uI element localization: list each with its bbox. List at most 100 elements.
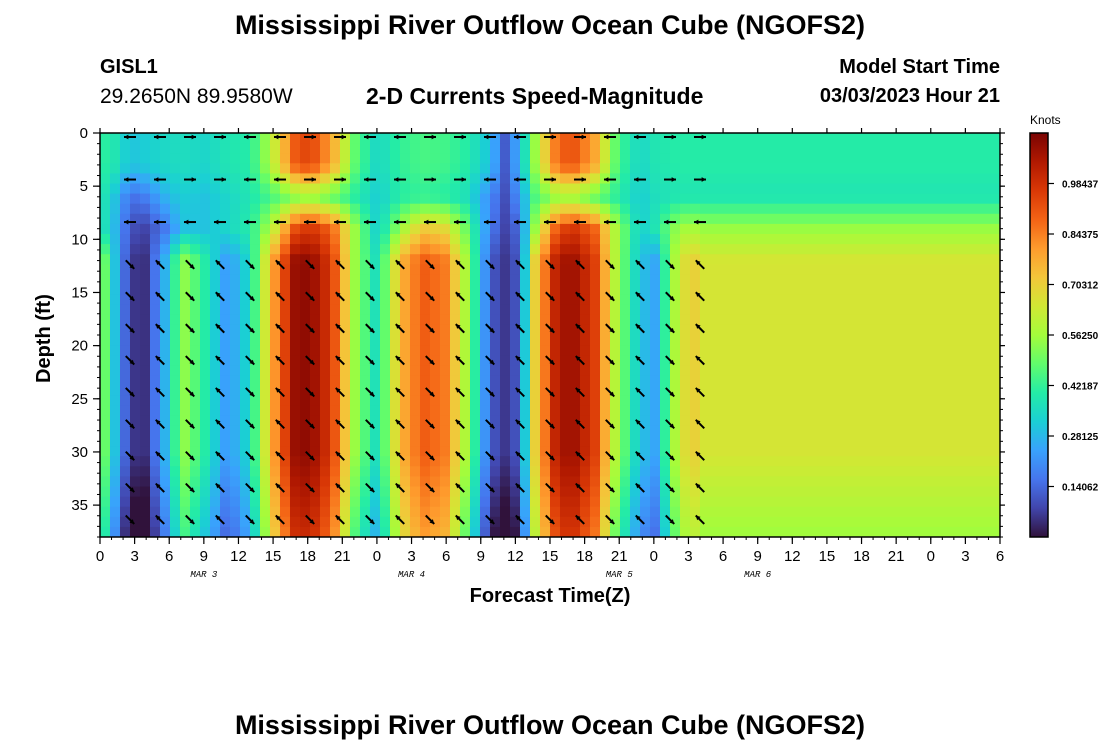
heatmap-cell <box>400 506 411 518</box>
heatmap-cell <box>260 526 271 537</box>
heatmap-cell <box>640 314 651 326</box>
heatmap-cell <box>150 486 161 498</box>
heatmap-cell <box>500 294 511 306</box>
current-arrow <box>365 387 375 398</box>
heatmap-cell <box>800 345 811 356</box>
heatmap-cell <box>700 324 711 336</box>
current-arrow <box>665 259 675 270</box>
heatmap-cell <box>860 405 871 417</box>
current-arrow <box>485 355 495 366</box>
heatmap-cell <box>740 213 751 225</box>
heatmap-cell <box>400 345 411 356</box>
heatmap-cell <box>330 133 341 144</box>
heatmap-cell <box>570 314 581 326</box>
heatmap-cell <box>870 395 881 407</box>
heatmap-cell <box>260 274 271 286</box>
current-arrow <box>635 387 645 398</box>
heatmap-cell <box>610 446 621 457</box>
heatmap-cell <box>310 476 321 488</box>
heatmap-cell <box>320 173 331 185</box>
heatmap-cell <box>470 365 481 376</box>
heatmap-cell <box>180 213 191 225</box>
heatmap-cell <box>280 143 291 154</box>
heatmap-cell <box>120 355 131 366</box>
current-arrow <box>575 419 585 430</box>
heatmap-cell <box>950 254 961 265</box>
heatmap-cell <box>730 395 741 407</box>
heatmap-cell <box>820 324 831 336</box>
heatmap-cell <box>290 486 301 498</box>
heatmap-cell <box>440 476 451 488</box>
heatmap-cell <box>640 486 651 498</box>
heatmap-cell <box>330 274 341 286</box>
heatmap-cell <box>900 365 911 376</box>
heatmap-cell <box>260 133 271 144</box>
heatmap-cell <box>250 234 261 245</box>
heatmap-cell <box>890 496 901 508</box>
current-arrow <box>695 450 705 461</box>
heatmap-cell <box>250 425 261 437</box>
heatmap-cell <box>670 365 681 376</box>
heatmap-cell <box>780 345 791 356</box>
heatmap-cell <box>130 355 141 366</box>
heatmap-cell <box>550 415 561 427</box>
heatmap-cell <box>190 133 201 144</box>
heatmap-cell <box>670 395 681 407</box>
heatmap-cell <box>310 375 321 387</box>
heatmap-cell <box>900 264 911 275</box>
heatmap-cell <box>120 496 131 508</box>
heatmap-cell <box>520 213 531 225</box>
current-arrow <box>605 259 615 270</box>
heatmap-cell <box>670 274 681 286</box>
heatmap-cell <box>740 223 751 235</box>
heatmap-cell <box>810 254 821 265</box>
heatmap-cell <box>370 375 381 387</box>
heatmap-cell <box>950 355 961 366</box>
heatmap-cell <box>590 466 601 477</box>
heatmap-cell <box>790 133 801 144</box>
heatmap-cell <box>390 163 401 174</box>
heatmap-cell <box>650 345 661 356</box>
heatmap-cell <box>680 183 691 195</box>
heatmap-cell <box>610 496 621 508</box>
heatmap-cell <box>510 456 521 467</box>
heatmap-cell <box>790 456 801 467</box>
current-arrow <box>665 323 675 334</box>
heatmap-cell <box>860 446 871 457</box>
heatmap-cell <box>800 516 811 528</box>
heatmap-cell <box>770 163 781 174</box>
heatmap-cell <box>130 385 141 397</box>
heatmap-cell <box>550 304 561 316</box>
heatmap-cell <box>170 254 181 265</box>
heatmap-cell <box>730 335 741 346</box>
heatmap-cell <box>360 436 371 447</box>
heatmap-cell <box>130 264 141 275</box>
heatmap-cell <box>530 133 541 144</box>
heatmap-cell <box>990 335 1000 346</box>
heatmap-cell <box>500 365 511 376</box>
heatmap-cell <box>470 234 481 245</box>
heatmap-cell <box>340 476 351 488</box>
heatmap-cell <box>970 425 981 437</box>
heatmap-cell <box>400 335 411 346</box>
current-arrow <box>665 291 675 302</box>
heatmap-cell <box>460 496 471 508</box>
heatmap-cell <box>830 284 841 296</box>
heatmap-cell <box>310 264 321 275</box>
heatmap-cell <box>300 395 311 407</box>
current-arrow <box>184 134 196 140</box>
heatmap-cell <box>130 506 141 518</box>
heatmap-cell <box>870 244 881 255</box>
heatmap-cell <box>220 314 231 326</box>
heatmap-cell <box>610 274 621 286</box>
heatmap-cell <box>460 324 471 336</box>
heatmap-cell <box>800 234 811 245</box>
heatmap-cell <box>430 203 441 215</box>
heatmap-cell <box>250 183 261 195</box>
heatmap-cell <box>700 304 711 316</box>
x-tick-label: 18 <box>299 548 316 565</box>
heatmap-cell <box>180 193 191 205</box>
heatmap-cell <box>350 415 361 427</box>
heatmap-cell <box>620 476 631 488</box>
heatmap-cell <box>260 254 271 265</box>
